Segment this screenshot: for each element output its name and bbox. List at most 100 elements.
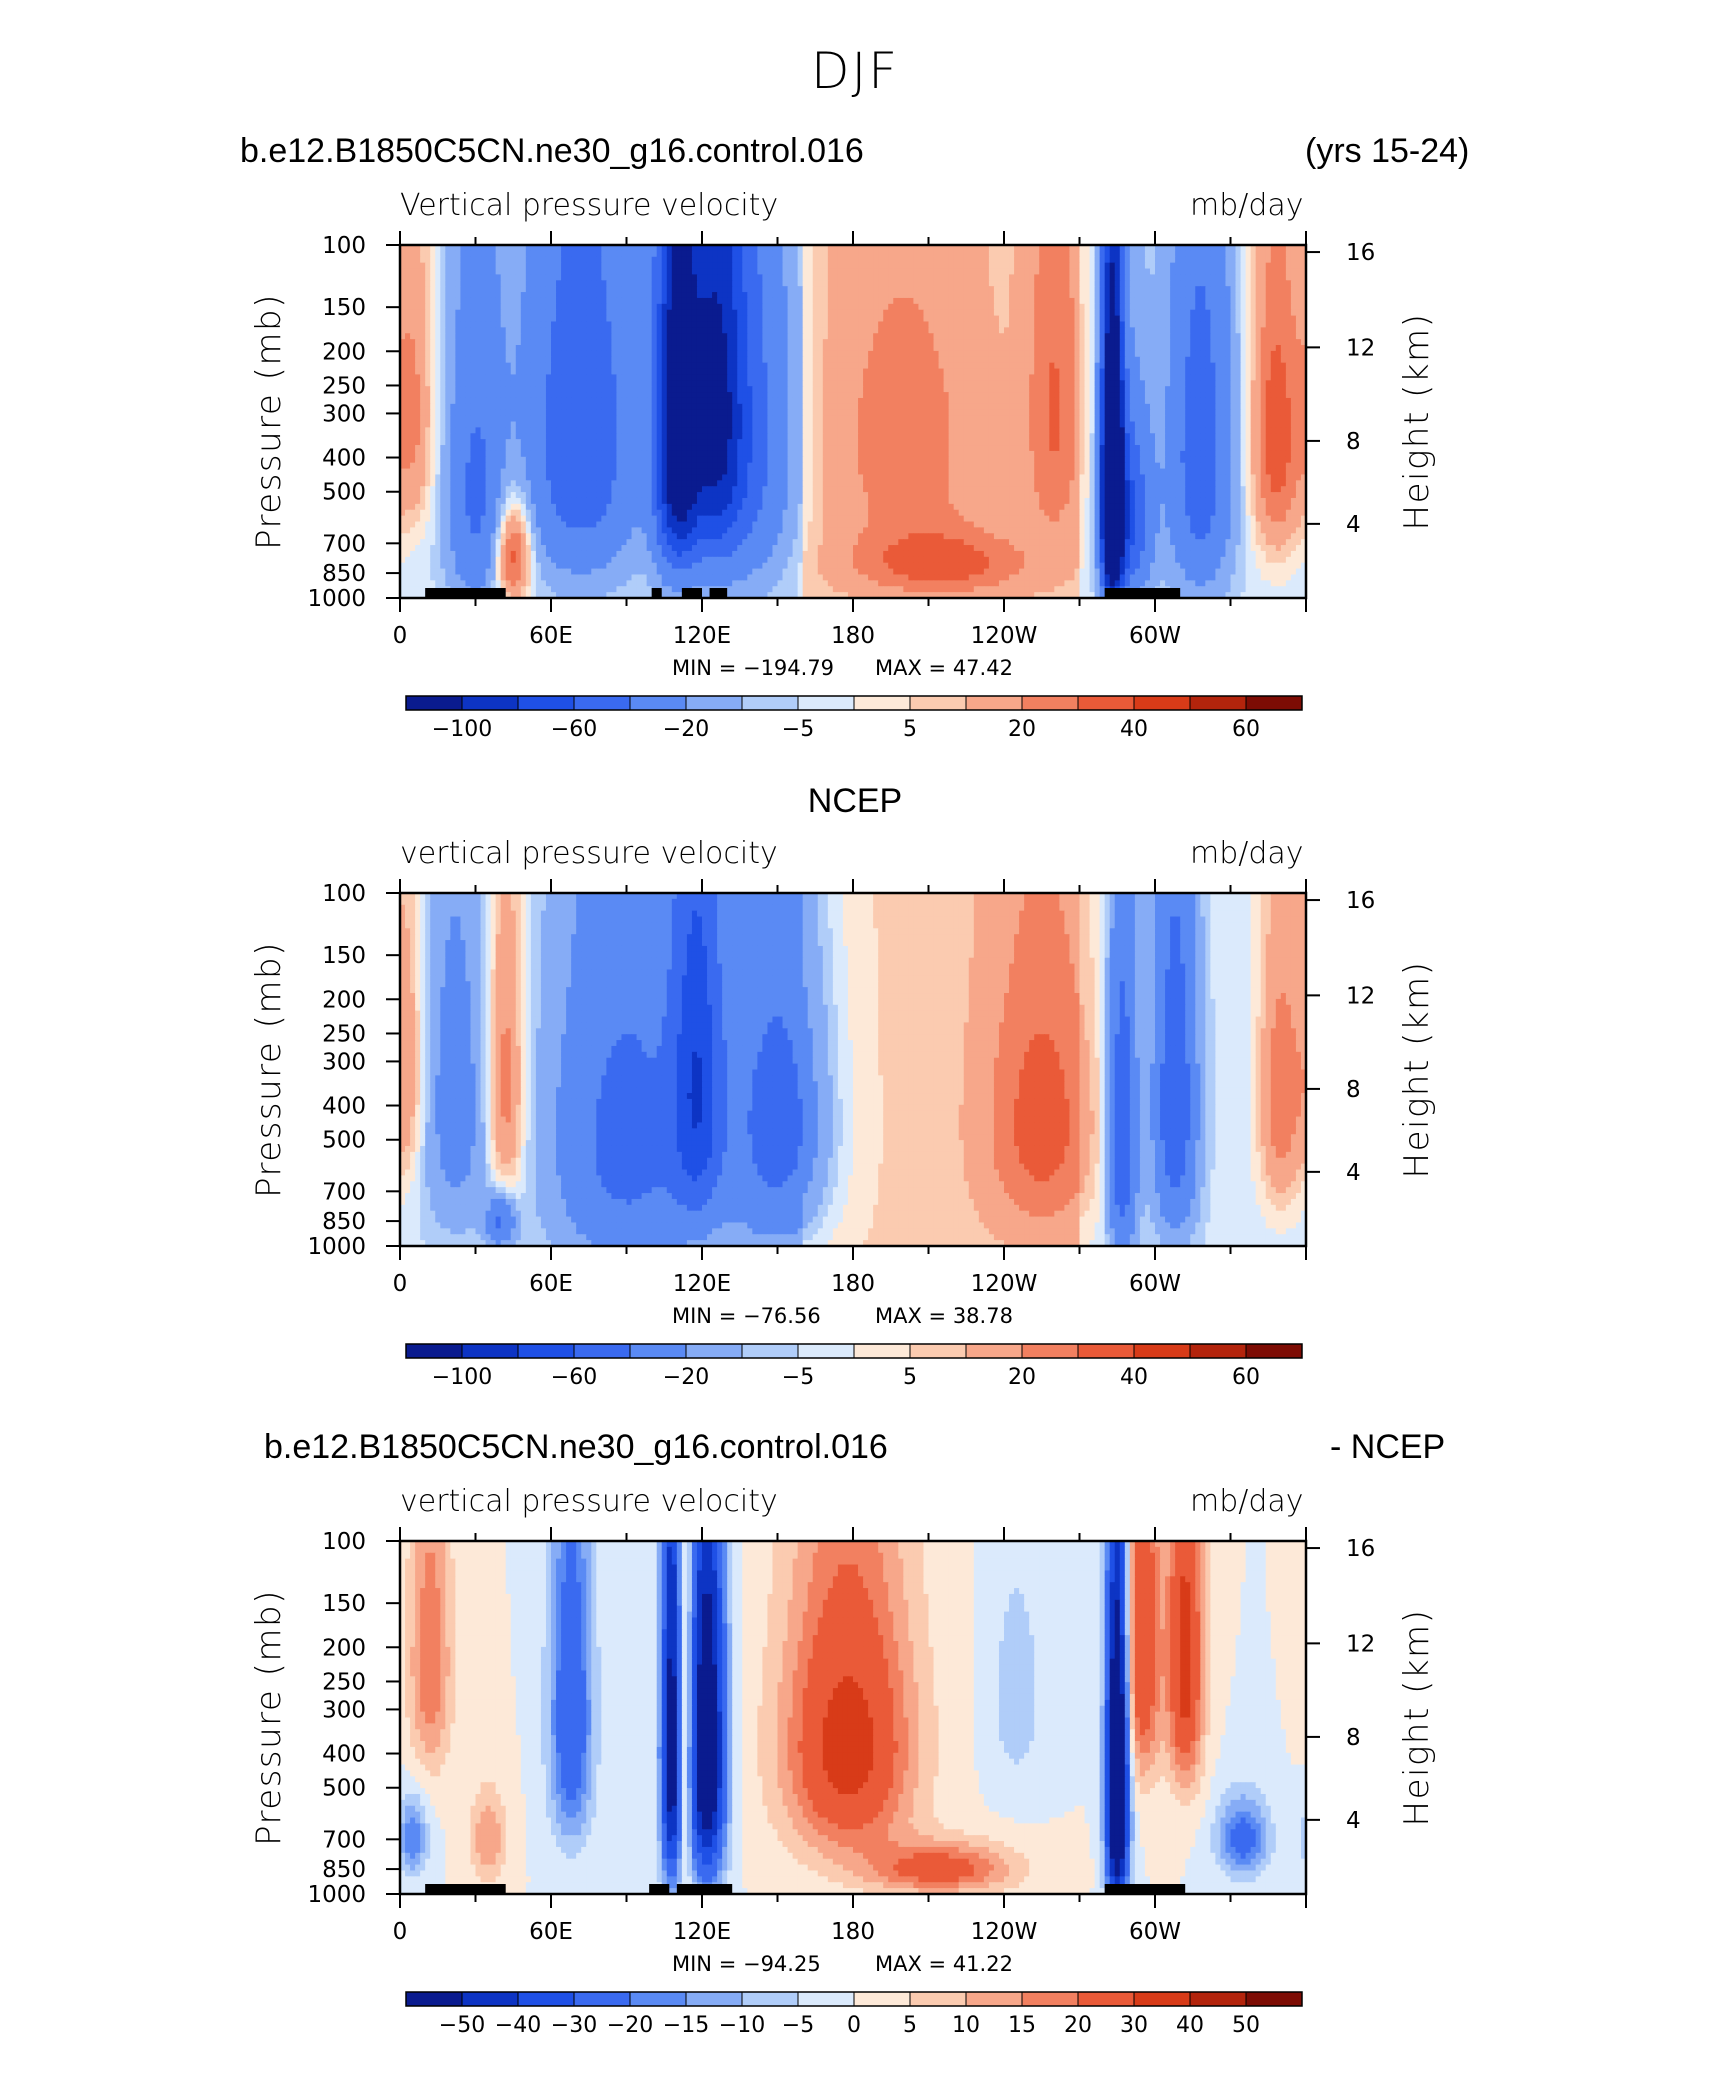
- x-tick-label: 60W: [1129, 623, 1181, 649]
- panel2-units-label: mb/day: [1190, 836, 1304, 871]
- colorbar-frame: [405, 695, 1303, 711]
- colorbar-swatch: [965, 1991, 1023, 2007]
- y-tick-label: 300: [322, 401, 366, 427]
- colorbar-label: 40: [1120, 717, 1148, 742]
- colorbar-label: −15: [663, 2013, 709, 2038]
- y-tick-label: 300: [322, 1049, 366, 1075]
- y-tick-label: 700: [322, 1179, 366, 1205]
- y2-tick-label: 8: [1346, 1725, 1361, 1751]
- colorbar-swatch: [909, 1343, 967, 1359]
- y-tick-label: 150: [322, 943, 366, 969]
- colorbar-swatch: [1245, 1343, 1303, 1359]
- y-tick-label: 200: [322, 1635, 366, 1661]
- y-tick-label: 700: [322, 1827, 366, 1853]
- colorbar-swatch: [909, 1991, 967, 2007]
- colorbar-swatch: [741, 695, 799, 711]
- colorbar-label: 20: [1008, 717, 1036, 742]
- y-tick-label: 150: [322, 1591, 366, 1617]
- colorbar-swatch: [405, 695, 463, 711]
- panel1-topography-0: [425, 588, 506, 598]
- y-tick-label: 250: [322, 373, 366, 399]
- colorbar-swatch: [461, 1991, 519, 2007]
- y-tick-label: 700: [322, 531, 366, 557]
- panel1-topography-4: [1104, 588, 1181, 598]
- colorbar-label: −100: [432, 1365, 492, 1390]
- y2-tick-label: 16: [1346, 1536, 1375, 1562]
- colorbar-swatch: [1133, 1991, 1191, 2007]
- y2-tick-label: 16: [1346, 240, 1375, 266]
- y2-tick-label: 12: [1346, 335, 1375, 361]
- colorbar-swatch: [1189, 1343, 1247, 1359]
- colorbar-swatch: [1189, 1991, 1247, 2007]
- y-tick-label: 200: [322, 987, 366, 1013]
- colorbar-swatch: [965, 695, 1023, 711]
- panel3-case-title: b.e12.B1850C5CN.ne30_g16.control.016: [264, 1428, 888, 1467]
- panel1-units-label: mb/day: [1190, 188, 1304, 223]
- panel3-variable-label: vertical pressure velocity: [400, 1484, 778, 1519]
- colorbar-swatch: [797, 1343, 855, 1359]
- colorbar-label: −60: [551, 1365, 597, 1390]
- panel3-units-label: mb/day: [1190, 1484, 1304, 1519]
- colorbar-swatch: [1133, 1343, 1191, 1359]
- colorbar-label: −20: [663, 1365, 709, 1390]
- colorbar-swatch: [517, 1343, 575, 1359]
- panel3-plot: 0 60E 120E 180 120W 60W1001502002503004005007…: [249, 1527, 1437, 2038]
- colorbar-swatch: [685, 1343, 743, 1359]
- colorbar-label: 40: [1120, 1365, 1148, 1390]
- y2-axis-title: Height (km): [1397, 313, 1437, 531]
- panel1-field: [400, 245, 1306, 598]
- colorbar-swatch: [405, 1991, 463, 2007]
- y-tick-label: 100: [322, 233, 366, 259]
- colorbar-swatch: [517, 1991, 575, 2007]
- colorbar-swatch: [1189, 695, 1247, 711]
- y-tick-label: 400: [322, 1742, 366, 1768]
- colorbar-label: 15: [1008, 2013, 1036, 2038]
- y-tick-label: 250: [322, 1021, 366, 1047]
- y-tick-label: 150: [322, 295, 366, 321]
- y2-tick-label: 8: [1346, 429, 1361, 455]
- x-tick-label: 120W: [971, 623, 1038, 649]
- y-tick-label: 1000: [307, 1234, 366, 1260]
- colorbar-swatch: [573, 1343, 631, 1359]
- colorbar-swatch: [461, 1343, 519, 1359]
- colorbar-swatch: [1021, 695, 1079, 711]
- colorbar-label: 10: [952, 2013, 980, 2038]
- colorbar-swatch: [405, 1343, 463, 1359]
- colorbar-label: −20: [663, 717, 709, 742]
- min-readout: MIN = −94.25: [672, 1952, 821, 1976]
- y2-axis-title: Height (km): [1397, 961, 1437, 1179]
- colorbar-label: 60: [1232, 1365, 1260, 1390]
- colorbar-swatch: [517, 695, 575, 711]
- y-tick-label: 200: [322, 339, 366, 365]
- max-readout: MAX = 41.22: [875, 1952, 1013, 1976]
- y-tick-label: 1000: [307, 586, 366, 612]
- colorbar-swatch: [1077, 1343, 1135, 1359]
- colorbar-label: −30: [551, 2013, 597, 2038]
- colorbar-label: 60: [1232, 717, 1260, 742]
- colorbar-swatch: [853, 695, 911, 711]
- colorbar-swatch: [853, 1343, 911, 1359]
- y2-tick-label: 4: [1346, 512, 1361, 538]
- panel3-topography-3: [1104, 1884, 1186, 1894]
- colorbar-label: −20: [607, 2013, 653, 2038]
- x-tick-label: 180: [831, 1919, 875, 1945]
- panel1-variable-label: Vertical pressure velocity: [400, 188, 778, 223]
- colorbar-label: 0: [847, 2013, 861, 2038]
- colorbar-swatch: [629, 1343, 687, 1359]
- y-tick-label: 400: [322, 446, 366, 472]
- colorbar-swatch: [797, 1991, 855, 2007]
- min-readout: MIN = −76.56: [672, 1304, 821, 1328]
- colorbar-swatch: [741, 1343, 799, 1359]
- x-tick-label: 0: [393, 623, 408, 649]
- panel1-topography-2: [681, 588, 702, 598]
- colorbar-swatch: [573, 1991, 631, 2007]
- x-tick-label: 120E: [673, 1919, 731, 1945]
- colorbar-label: 5: [903, 717, 917, 742]
- y-tick-label: 500: [322, 1776, 366, 1802]
- colorbar-swatch: [965, 1343, 1023, 1359]
- panel3-topography-1: [649, 1884, 670, 1894]
- panel2-field: [400, 893, 1306, 1246]
